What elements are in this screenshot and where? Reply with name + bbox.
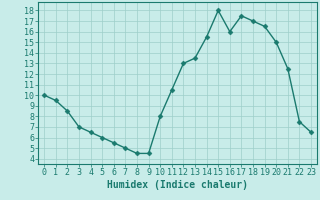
X-axis label: Humidex (Indice chaleur): Humidex (Indice chaleur) bbox=[107, 180, 248, 190]
